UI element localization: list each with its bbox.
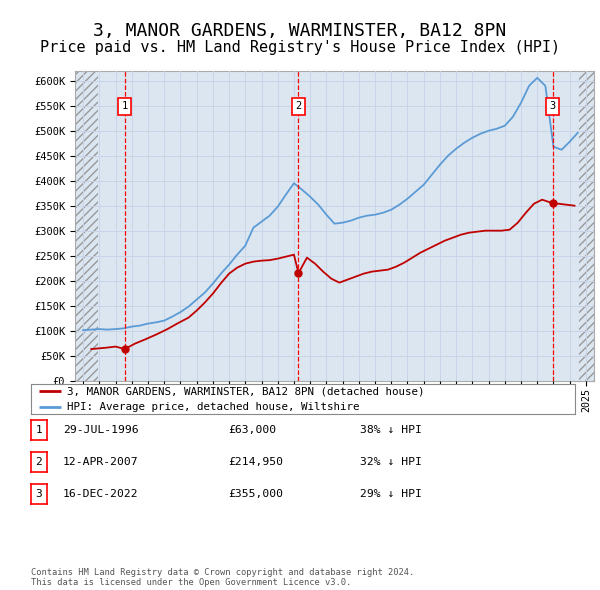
Text: 16-DEC-2022: 16-DEC-2022 — [63, 489, 139, 499]
Bar — [580, 71, 594, 381]
Text: 12-APR-2007: 12-APR-2007 — [63, 457, 139, 467]
Text: 3: 3 — [550, 101, 556, 112]
Text: Contains HM Land Registry data © Crown copyright and database right 2024.
This d: Contains HM Land Registry data © Crown c… — [31, 568, 415, 587]
Text: 1: 1 — [35, 425, 43, 435]
Text: 1: 1 — [122, 101, 128, 112]
Text: £63,000: £63,000 — [228, 425, 276, 435]
Text: £214,950: £214,950 — [228, 457, 283, 467]
Text: 3: 3 — [35, 489, 43, 499]
Text: 29% ↓ HPI: 29% ↓ HPI — [360, 489, 422, 499]
Text: Price paid vs. HM Land Registry's House Price Index (HPI): Price paid vs. HM Land Registry's House … — [40, 40, 560, 55]
Bar — [75, 71, 98, 381]
Text: 3, MANOR GARDENS, WARMINSTER, BA12 8PN: 3, MANOR GARDENS, WARMINSTER, BA12 8PN — [94, 22, 506, 41]
Text: 2: 2 — [295, 101, 302, 112]
Text: 29-JUL-1996: 29-JUL-1996 — [63, 425, 139, 435]
Text: 3, MANOR GARDENS, WARMINSTER, BA12 8PN (detached house): 3, MANOR GARDENS, WARMINSTER, BA12 8PN (… — [67, 386, 424, 396]
Text: HPI: Average price, detached house, Wiltshire: HPI: Average price, detached house, Wilt… — [67, 402, 359, 412]
Text: 32% ↓ HPI: 32% ↓ HPI — [360, 457, 422, 467]
Text: £355,000: £355,000 — [228, 489, 283, 499]
Text: 38% ↓ HPI: 38% ↓ HPI — [360, 425, 422, 435]
Text: 2: 2 — [35, 457, 43, 467]
